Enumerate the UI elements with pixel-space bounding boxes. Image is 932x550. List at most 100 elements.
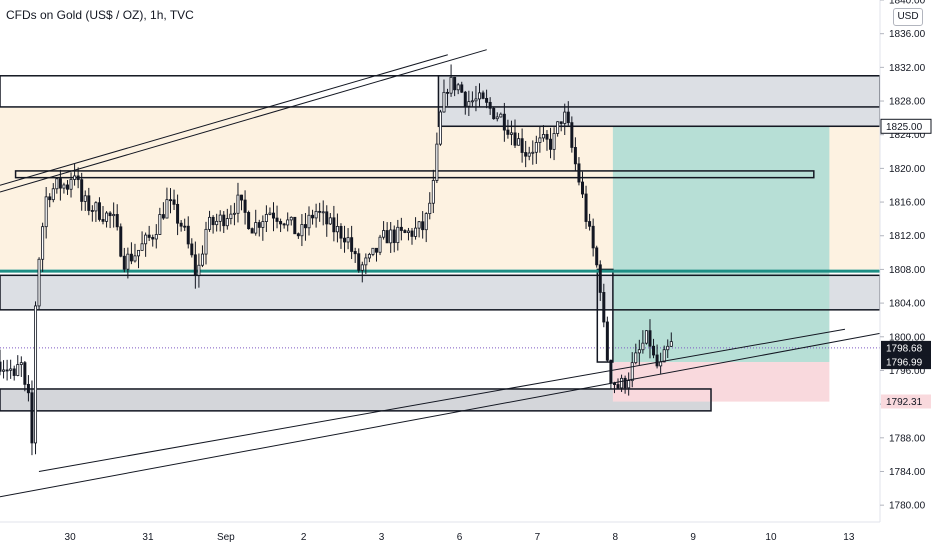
candle-body bbox=[314, 210, 318, 219]
zone-outline-3[interactable] bbox=[0, 388, 712, 412]
candle-body bbox=[346, 237, 350, 243]
candle-body bbox=[76, 175, 80, 181]
price-tick-label: 1832.00 bbox=[889, 63, 926, 74]
candle-body bbox=[449, 76, 453, 94]
candle-body bbox=[531, 151, 535, 154]
candle-body bbox=[446, 91, 450, 94]
candle-body bbox=[438, 111, 442, 145]
trend-line-1[interactable] bbox=[0, 49, 487, 193]
candle-body bbox=[559, 121, 563, 124]
candle-body bbox=[19, 362, 23, 365]
candle-body bbox=[655, 354, 659, 367]
candle-body bbox=[34, 305, 38, 444]
candle-body bbox=[417, 221, 421, 229]
price-tick-label: 1840.00 bbox=[889, 0, 926, 7]
candle-body bbox=[623, 377, 627, 389]
candle-body bbox=[627, 380, 631, 389]
zone-3 bbox=[0, 388, 712, 411]
candle-body bbox=[460, 84, 464, 93]
candle-body bbox=[325, 211, 329, 225]
candle-body bbox=[5, 369, 9, 372]
price-tick-label: 1800.00 bbox=[889, 332, 926, 343]
candle-body bbox=[289, 216, 293, 221]
candle-body bbox=[424, 213, 428, 231]
candle-body bbox=[552, 133, 556, 150]
candle-body bbox=[286, 219, 290, 226]
candle-body bbox=[23, 362, 27, 385]
candle-body bbox=[137, 249, 141, 257]
candle-body bbox=[385, 230, 389, 244]
candle-body bbox=[659, 361, 663, 367]
trend-line-0[interactable] bbox=[0, 54, 448, 186]
candle-body bbox=[481, 92, 485, 99]
candle-body bbox=[204, 228, 208, 255]
candle-body bbox=[279, 221, 283, 225]
candle-body bbox=[112, 214, 116, 217]
candle-body bbox=[463, 91, 467, 107]
candle-body bbox=[168, 199, 172, 202]
candle-body bbox=[55, 178, 59, 190]
candle-body bbox=[470, 100, 474, 103]
candle-body bbox=[652, 345, 656, 356]
zone-outline-5[interactable] bbox=[596, 268, 614, 363]
time-tick-label: 2 bbox=[301, 532, 307, 543]
candle-body bbox=[534, 142, 538, 153]
price-tick-label: 1784.00 bbox=[889, 467, 926, 478]
candle-body bbox=[371, 247, 375, 255]
candle-body bbox=[524, 152, 528, 157]
candle-body bbox=[37, 258, 41, 307]
candle-body bbox=[108, 212, 112, 217]
zone-1 bbox=[438, 75, 880, 127]
candle-body bbox=[240, 194, 244, 201]
candle-body bbox=[229, 213, 233, 220]
candle-body bbox=[243, 199, 247, 213]
trend-line-3[interactable] bbox=[0, 332, 880, 498]
candle-body bbox=[605, 321, 609, 361]
zone-outline-2[interactable] bbox=[0, 274, 880, 311]
zone-4 bbox=[612, 126, 830, 363]
candle-body bbox=[517, 138, 521, 146]
time-tick-label: 8 bbox=[612, 532, 618, 543]
candle-body bbox=[140, 243, 144, 251]
time-tick-label: 9 bbox=[690, 532, 696, 543]
candle-body bbox=[556, 121, 560, 134]
price-tick-label: 1804.00 bbox=[889, 299, 926, 310]
candle-body bbox=[595, 247, 599, 266]
candle-body bbox=[410, 230, 414, 237]
candle-body bbox=[485, 97, 489, 103]
candle-body bbox=[609, 359, 613, 384]
candle-body bbox=[161, 214, 165, 219]
candle-body bbox=[563, 111, 567, 124]
candle-body bbox=[218, 214, 222, 222]
price-tick-label: 1808.00 bbox=[889, 265, 926, 276]
candle-body bbox=[357, 253, 361, 271]
zone-outline-4[interactable] bbox=[14, 170, 815, 179]
candle-body bbox=[87, 195, 91, 211]
candle-body bbox=[403, 230, 407, 233]
candle-body bbox=[30, 392, 34, 444]
candle-body bbox=[669, 341, 673, 347]
candle-body bbox=[506, 129, 510, 135]
candle-body bbox=[602, 292, 606, 323]
candle-body bbox=[421, 221, 425, 231]
candle-body bbox=[211, 216, 215, 226]
candle-body bbox=[257, 222, 261, 228]
price-tick-label: 1788.00 bbox=[889, 433, 926, 444]
candle-body bbox=[303, 224, 307, 229]
currency-selector[interactable]: USD bbox=[893, 8, 923, 26]
candle-body bbox=[247, 212, 251, 230]
candle-body bbox=[9, 368, 13, 371]
candle-body bbox=[41, 226, 45, 260]
price-tick-label: 1828.00 bbox=[889, 97, 926, 108]
candle-body bbox=[183, 225, 187, 228]
candle-body bbox=[648, 330, 652, 347]
candle-body bbox=[69, 179, 73, 190]
candle-body bbox=[158, 214, 162, 235]
time-tick-label: 6 bbox=[457, 532, 463, 543]
candle-body bbox=[637, 349, 641, 354]
candle-body bbox=[520, 138, 524, 153]
candle-body bbox=[428, 202, 432, 215]
candle-body bbox=[26, 383, 30, 394]
trend-line-2[interactable] bbox=[38, 328, 846, 472]
